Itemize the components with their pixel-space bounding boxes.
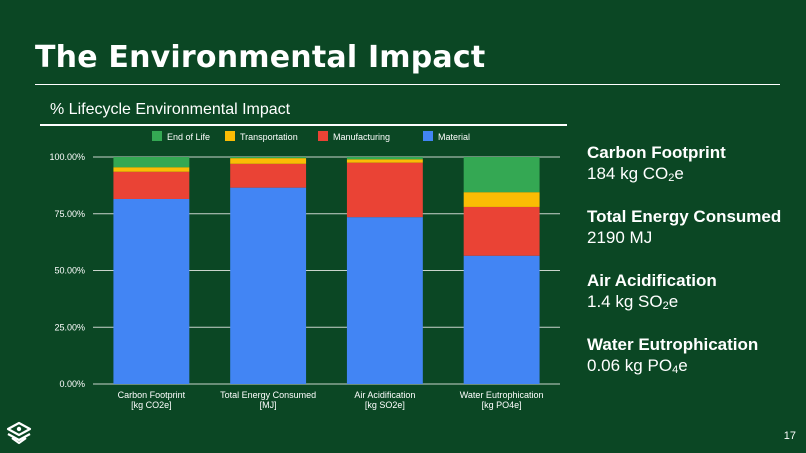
metric-value: 2190 MJ: [587, 228, 653, 247]
y-tick-label: 100.00%: [49, 152, 85, 162]
x-tick-label: [kg PO4e]: [482, 400, 522, 410]
legend-swatch: [423, 131, 433, 141]
y-tick-label: 25.00%: [54, 322, 85, 332]
bar-segment-transportation: [113, 167, 190, 172]
metric-air-acidification: Air Acidification 1.4 kg SO2e: [587, 270, 797, 334]
chart-title-divider: [40, 124, 567, 126]
bar-segment-material: [463, 255, 540, 384]
bar-segment-transportation: [346, 159, 423, 163]
metrics-panel: Carbon Footprint 184 kg CO2e Total Energ…: [587, 142, 797, 398]
metric-label: Water Eutrophication: [587, 335, 759, 354]
legend-swatch: [318, 131, 328, 141]
metric-label: Total Energy Consumed: [587, 207, 782, 226]
metric-water-eutrophication: Water Eutrophication 0.06 kg PO4e: [587, 334, 797, 398]
legend-label: Manufacturing: [333, 132, 390, 142]
layered-eye-logo-icon: [6, 421, 32, 445]
metric-total-energy: Total Energy Consumed 2190 MJ: [587, 206, 797, 270]
x-tick-label: Carbon Footprint: [118, 390, 186, 400]
x-tick-label: Air Acidification: [354, 390, 415, 400]
legend-label: End of Life: [167, 132, 210, 142]
x-tick-label: [MJ]: [260, 400, 277, 410]
page-number: 17: [783, 430, 796, 442]
y-tick-label: 75.00%: [54, 209, 85, 219]
legend-swatch: [225, 131, 235, 141]
bar-segment-end-of-life: [463, 157, 540, 193]
x-tick-label: Total Energy Consumed: [220, 390, 316, 400]
bar-segment-end-of-life: [113, 157, 190, 168]
metric-label: Air Acidification: [587, 271, 717, 290]
chart-title: % Lifecycle Environmental Impact: [50, 101, 291, 118]
x-tick-label: [kg CO2e]: [131, 400, 172, 410]
metric-label: Carbon Footprint: [587, 143, 726, 162]
bar-segment-transportation: [463, 192, 540, 207]
legend-swatch: [152, 131, 162, 141]
bar-segment-manufacturing: [113, 171, 190, 199]
bar-segment-manufacturing: [230, 163, 307, 188]
bar-segment-manufacturing: [463, 206, 540, 256]
slide-title: The Environmental Impact: [35, 40, 486, 75]
legend-label: Material: [438, 132, 470, 142]
y-tick-label: 0.00%: [59, 379, 85, 389]
legend-label: Transportation: [240, 132, 298, 142]
metric-value: 1.4 kg SO2e: [587, 292, 679, 312]
title-divider: [35, 84, 780, 85]
bar-segment-material: [346, 217, 423, 384]
x-tick-label: [kg SO2e]: [365, 400, 405, 410]
bar-segment-end-of-life: [346, 157, 423, 160]
bar-segment-end-of-life: [230, 157, 307, 159]
metric-value: 0.06 kg PO4e: [587, 356, 688, 376]
y-tick-label: 50.00%: [54, 266, 85, 276]
bar-segment-manufacturing: [346, 162, 423, 218]
x-tick-label: Water Eutrophication: [460, 390, 544, 400]
bar-segment-material: [230, 187, 307, 384]
bar-segment-material: [113, 198, 190, 384]
metric-carbon-footprint: Carbon Footprint 184 kg CO2e: [587, 142, 797, 206]
metric-value: 184 kg CO2e: [587, 164, 684, 184]
bar-segment-transportation: [230, 158, 307, 164]
